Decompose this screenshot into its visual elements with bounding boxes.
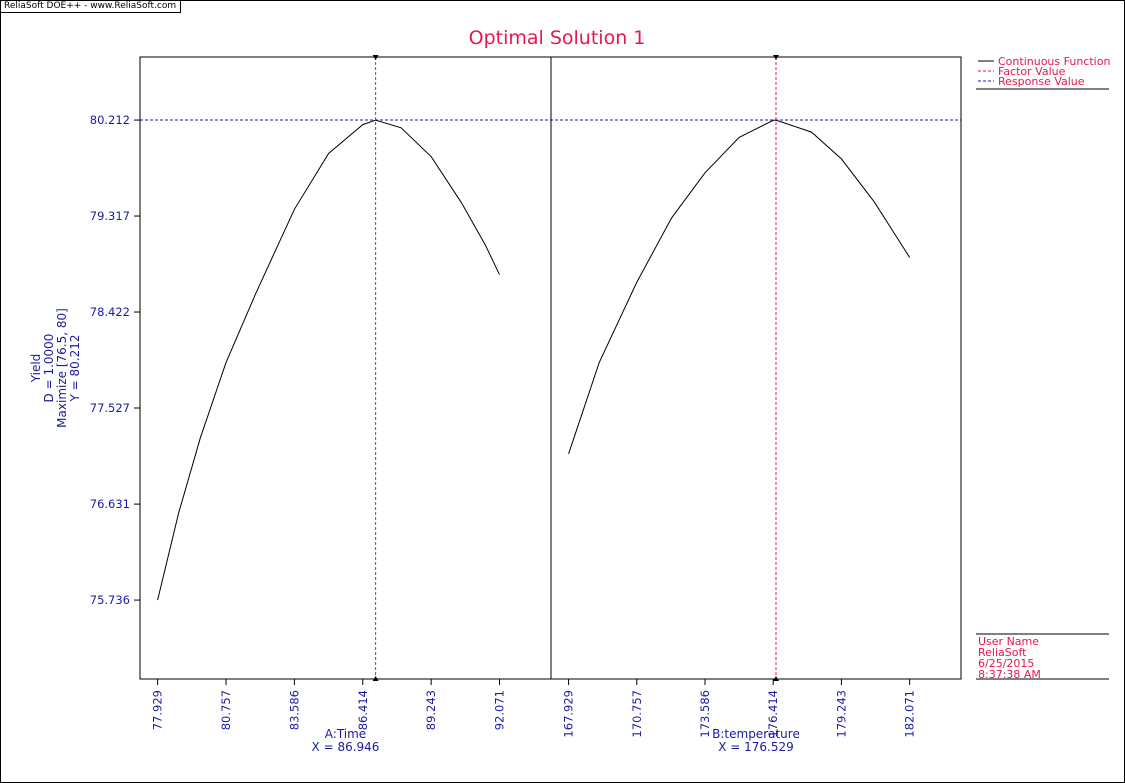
meta-user-label: User Name [978, 635, 1040, 648]
legend-entry: Response Value [998, 75, 1085, 88]
x-axis-label: B:temperature [712, 727, 800, 741]
continuous-function-curve [568, 119, 911, 454]
y-axis-label-line: D = 1.0000 [42, 334, 56, 403]
factor-marker-bottom [772, 676, 779, 681]
panel-border [550, 56, 962, 680]
x-tick-label: 86.414 [356, 690, 370, 730]
y-tick-label: 79.317 [90, 209, 130, 223]
x-tick-label: 167.929 [562, 690, 576, 738]
app-header: ReliaSoft DOE++ - www.ReliaSoft.com [0, 0, 182, 13]
y-axis-label-line: Y = 80.212 [68, 334, 82, 402]
x-tick-label: 182.071 [903, 690, 917, 738]
plot-area: 75.736 76.631 77.527 78.422 79.317 80.212 77.9… [90, 55, 962, 754]
panel-1: 77.929 80.757 83.586 86.414 89.243 92.071 A:Ti… [139, 55, 552, 754]
meta-date: 6/25/2015 [978, 657, 1035, 670]
y-tick-label: 80.212 [90, 113, 130, 127]
factor-marker-top [372, 55, 379, 60]
x-axis-label: A:Time [325, 727, 366, 741]
panel-border [139, 56, 552, 680]
x-value-label: X = 176.529 [718, 740, 794, 754]
legend-entry: Continuous Function [998, 55, 1110, 68]
factor-marker-bottom [372, 676, 379, 681]
y-axis-label-line: Yield [29, 354, 43, 384]
x-tick-label: 173.586 [698, 690, 712, 738]
x-tick-label: 83.586 [287, 690, 301, 730]
y-tick-label: 75.736 [90, 593, 130, 607]
x-tick-label: 77.929 [151, 690, 165, 730]
x-tick-label: 80.757 [219, 690, 233, 730]
meta-time: 8:37:38 AM [978, 668, 1041, 681]
chart-title: Optimal Solution 1 [469, 27, 646, 49]
meta-company: ReliaSoft [978, 646, 1027, 659]
panel-2: 167.929 170.757 173.586 176.414 179.243 182.0… [550, 55, 962, 754]
y-axis-label: Yield D = 1.0000 Maximize [76.5, 80] Y = 80… [29, 308, 82, 428]
legend-entry: Factor Value [998, 65, 1066, 78]
y-tick-label: 78.422 [90, 305, 130, 319]
continuous-function-curve [157, 119, 500, 601]
y-axis-label-line: Maximize [76.5, 80] [55, 308, 69, 428]
x-tick-label: 170.757 [630, 690, 644, 738]
factor-marker-top [772, 55, 779, 60]
x-value-label: X = 86.946 [312, 740, 380, 754]
x-tick-label: 179.243 [834, 690, 848, 738]
y-tick-label: 76.631 [90, 497, 130, 511]
y-tick-label: 77.527 [90, 401, 130, 415]
x-tick-label: 89.243 [424, 690, 438, 730]
x-tick-label: 176.414 [766, 690, 780, 738]
x-tick-label: 92.071 [493, 690, 507, 730]
